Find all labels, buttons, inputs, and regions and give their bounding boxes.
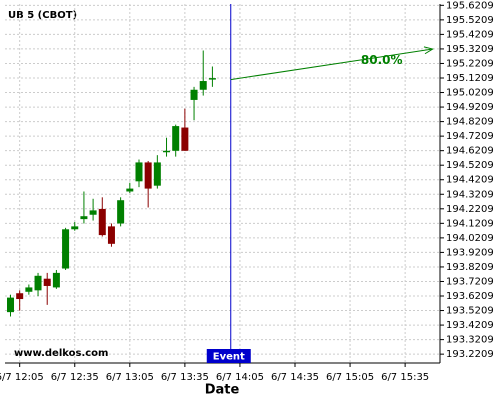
y-tick-label: 194.4209 xyxy=(446,175,494,186)
candle-body xyxy=(117,200,125,224)
candle-body xyxy=(98,208,106,236)
y-tick-label: 194.5209 xyxy=(446,160,494,171)
y-tick-label: 193.9209 xyxy=(446,247,494,258)
y-tick-label: 194.0209 xyxy=(446,233,494,244)
candle-body xyxy=(172,126,180,151)
y-tick-label: 195.0209 xyxy=(446,88,494,99)
y-tick-label: 195.5209 xyxy=(446,15,494,26)
candle-body xyxy=(163,150,171,153)
x-tick-label: 6/7 13:35 xyxy=(161,372,209,383)
candle-body xyxy=(16,293,24,300)
candle-body xyxy=(153,162,161,186)
candle-body xyxy=(43,278,51,286)
candle-body xyxy=(62,229,70,269)
candle-body xyxy=(181,127,189,151)
event-label: Event xyxy=(213,352,245,363)
x-tick-label: 6/7 13:05 xyxy=(106,372,154,383)
candle-body xyxy=(34,275,42,291)
y-tick-label: 193.8209 xyxy=(446,262,494,273)
x-tick-label: 6/7 12:35 xyxy=(51,372,99,383)
x-tick-label: 6/7 12:05 xyxy=(0,372,44,383)
y-tick-label: 193.5209 xyxy=(446,306,494,317)
candle-body xyxy=(190,89,198,100)
candle-body xyxy=(199,81,207,90)
x-tick-label: 6/7 14:35 xyxy=(271,372,319,383)
y-tick-label: 194.3209 xyxy=(446,189,494,200)
y-tick-label: 194.7209 xyxy=(446,131,494,142)
y-tick-label: 194.8209 xyxy=(446,117,494,128)
watermark: www.delkos.com xyxy=(14,348,108,359)
event-box xyxy=(206,349,251,363)
x-axis-label: Date xyxy=(205,383,240,398)
y-tick-label: 195.3209 xyxy=(446,44,494,55)
candle-body xyxy=(144,162,152,189)
candle-body xyxy=(208,78,216,80)
chart-title: UB 5 (CBOT) xyxy=(8,10,77,21)
candle-body xyxy=(71,226,79,230)
candle-body xyxy=(52,272,60,288)
candle-body xyxy=(126,188,134,192)
y-tick-label: 193.3209 xyxy=(446,335,494,346)
candle-body xyxy=(135,162,143,182)
candle-body xyxy=(25,287,33,292)
candle-body xyxy=(89,210,97,215)
y-tick-label: 194.1209 xyxy=(446,218,494,229)
y-tick-label: 195.4209 xyxy=(446,29,494,40)
y-tick-label: 193.2209 xyxy=(446,349,494,360)
y-tick-label: 193.4209 xyxy=(446,320,494,331)
y-tick-label: 193.7209 xyxy=(446,276,494,287)
y-tick-label: 195.1209 xyxy=(446,73,494,84)
candle-body xyxy=(107,226,115,244)
x-tick-label: 6/7 15:05 xyxy=(326,372,374,383)
candle-body xyxy=(80,216,88,220)
x-tick-label: 6/7 15:35 xyxy=(381,372,429,383)
x-tick-label: 6/7 14:05 xyxy=(216,372,264,383)
y-tick-label: 195.2209 xyxy=(446,58,494,69)
y-tick-label: 194.9209 xyxy=(446,102,494,113)
projection-label: 80.0% xyxy=(361,53,403,67)
y-tick-label: 194.6209 xyxy=(446,146,494,157)
y-tick-label: 193.6209 xyxy=(446,291,494,302)
y-tick-label: 194.2209 xyxy=(446,204,494,215)
arrow-head xyxy=(423,46,434,55)
y-tick-label: 195.6209 xyxy=(446,0,494,11)
projection-arrow xyxy=(230,48,433,81)
candle-body xyxy=(7,297,15,313)
